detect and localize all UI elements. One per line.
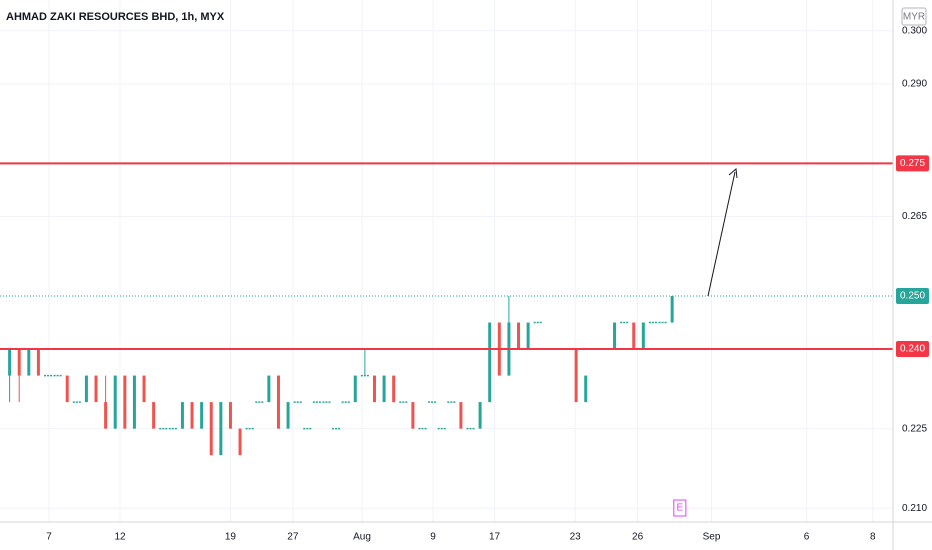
axes: 0.300 0.290 0.265 0.225 0.210 7 12 19 27 Aug 9 17 23… (46, 25, 929, 543)
x-tick-label: 9 (430, 532, 436, 543)
x-tick-label: Sep (703, 532, 721, 543)
x-tick-label: 6 (804, 532, 810, 543)
x-tick-label: Aug (353, 532, 371, 543)
candle-body (488, 322, 492, 403)
x-tick-label: 26 (632, 532, 644, 543)
candle-body (372, 375, 376, 403)
candle-body (276, 375, 280, 429)
candle-body (152, 402, 156, 429)
arrow-head (728, 168, 738, 179)
candle-body (641, 322, 645, 350)
y-tick-label: 0.210 (902, 503, 927, 514)
currency-box[interactable] (901, 7, 927, 26)
candle-body (27, 349, 31, 376)
price-label: 0.240 (900, 344, 925, 355)
candle-body (238, 428, 242, 456)
x-tick-label: 7 (46, 532, 52, 543)
candle-body (8, 349, 12, 376)
price-label-box (896, 288, 929, 305)
earnings-marker (673, 499, 687, 517)
y-tick-label: 0.290 (902, 78, 927, 89)
candle-body (478, 402, 482, 429)
candle-body (392, 375, 396, 403)
candle-body (286, 402, 290, 429)
candle-body (142, 375, 146, 403)
chart-title: AHMAD ZAKI RESOURCES BHD, 1h, MYX (6, 11, 225, 23)
candle-body (228, 402, 232, 429)
x-tick-label: 8 (870, 532, 876, 543)
candle-body (219, 402, 223, 456)
candle-body (17, 349, 21, 376)
earnings-label: E (676, 503, 683, 514)
candle-body (180, 402, 184, 429)
candle-body (613, 322, 617, 350)
grid (0, 0, 893, 522)
x-tick-label: 17 (489, 532, 501, 543)
price-label-box (896, 341, 929, 358)
candle-body (104, 402, 108, 429)
candle-body (36, 349, 40, 376)
price-label: 0.250 (900, 291, 925, 302)
candle-body (190, 402, 194, 429)
price-label: 0.275 (900, 158, 925, 169)
candle-body (84, 375, 88, 403)
candle-body (670, 296, 674, 323)
x-tick-label: 23 (570, 532, 582, 543)
x-tick-label: 19 (225, 532, 237, 543)
candle-body (65, 375, 69, 403)
plot (0, 162, 893, 456)
candle-body (517, 322, 521, 350)
candle-body (123, 375, 127, 429)
candle-body (353, 375, 357, 403)
arrow (707, 171, 736, 297)
candle-body (526, 322, 530, 350)
currency[interactable]: MYR (903, 12, 925, 23)
candle-body (94, 375, 98, 403)
candle-body (459, 402, 463, 429)
x-tick-label: 12 (114, 532, 126, 543)
price-label-box (896, 155, 929, 172)
candle-body (574, 349, 578, 403)
candle-body (200, 402, 204, 429)
x-tick-label: 27 (287, 532, 299, 543)
candle-body (132, 375, 136, 429)
y-tick-label: 0.265 (902, 211, 927, 222)
candle-body (113, 375, 117, 429)
candle-body (411, 402, 415, 429)
candle-body (584, 375, 588, 403)
candle-body (209, 402, 213, 456)
candle-body (267, 375, 271, 403)
y-tick-label: 0.225 (902, 423, 927, 434)
y-tick-label: 0.300 (902, 25, 927, 36)
candle-body (382, 375, 386, 403)
candle-body (632, 322, 636, 350)
